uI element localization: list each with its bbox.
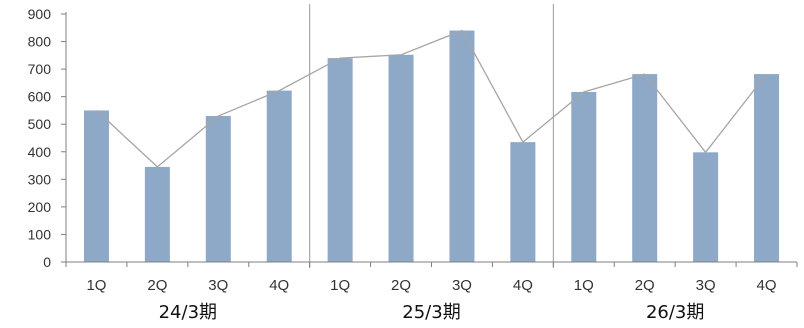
trend-line-layer — [96, 29, 768, 168]
bar — [205, 115, 231, 262]
y-tick-label: 0 — [43, 254, 51, 270]
x-tick-label: 2Q — [635, 277, 655, 294]
bar — [144, 166, 170, 262]
x-tick-label: 1Q — [86, 277, 106, 294]
group-label: 24/3期 — [159, 302, 217, 323]
x-tick-label: 3Q — [208, 277, 228, 294]
x-tick-label: 3Q — [452, 277, 472, 294]
bar — [693, 152, 719, 262]
bar — [388, 54, 414, 262]
group-label: 26/3期 — [646, 302, 704, 323]
y-tick-label: 100 — [28, 226, 52, 242]
bar — [632, 74, 658, 263]
bar — [510, 142, 536, 262]
x-tick-label: 1Q — [574, 277, 594, 294]
x-tick-label: 4Q — [269, 277, 289, 294]
bar — [571, 91, 597, 262]
bar — [754, 74, 780, 263]
y-tick-label: 200 — [28, 199, 52, 215]
group-separators — [309, 4, 554, 268]
x-tick-label: 2Q — [147, 277, 167, 294]
bar — [266, 90, 292, 262]
bar — [449, 30, 475, 263]
x-tick-label: 2Q — [391, 277, 411, 294]
x-axis-group-labels: 24/3期 25/3期 26/3期 — [159, 302, 705, 323]
x-tick-label: 4Q — [513, 277, 533, 294]
x-tick-label: 1Q — [330, 277, 350, 294]
bar — [327, 58, 353, 262]
y-tick-label: 900 — [28, 6, 52, 22]
y-tick-label: 300 — [28, 171, 52, 187]
axes — [65, 12, 797, 263]
trend-line — [96, 29, 768, 168]
y-tick-label: 400 — [28, 144, 52, 160]
y-tick-label: 600 — [28, 89, 52, 105]
bar — [83, 110, 109, 262]
bars — [83, 30, 780, 263]
x-tick-label: 3Q — [696, 277, 716, 294]
y-tick-label: 700 — [28, 61, 52, 77]
y-tick-label: 500 — [28, 116, 52, 132]
y-tick-label: 800 — [28, 34, 52, 50]
x-tick-label: 4Q — [757, 277, 777, 294]
group-label: 25/3期 — [402, 302, 460, 323]
y-axis-ticks: 0 100 200 300 400 500 600 700 800 900 — [28, 6, 66, 270]
x-axis-ticks: 1Q 2Q 3Q 4Q 1Q 2Q 3Q 4Q 1Q 2Q 3Q 4Q — [65, 262, 798, 294]
